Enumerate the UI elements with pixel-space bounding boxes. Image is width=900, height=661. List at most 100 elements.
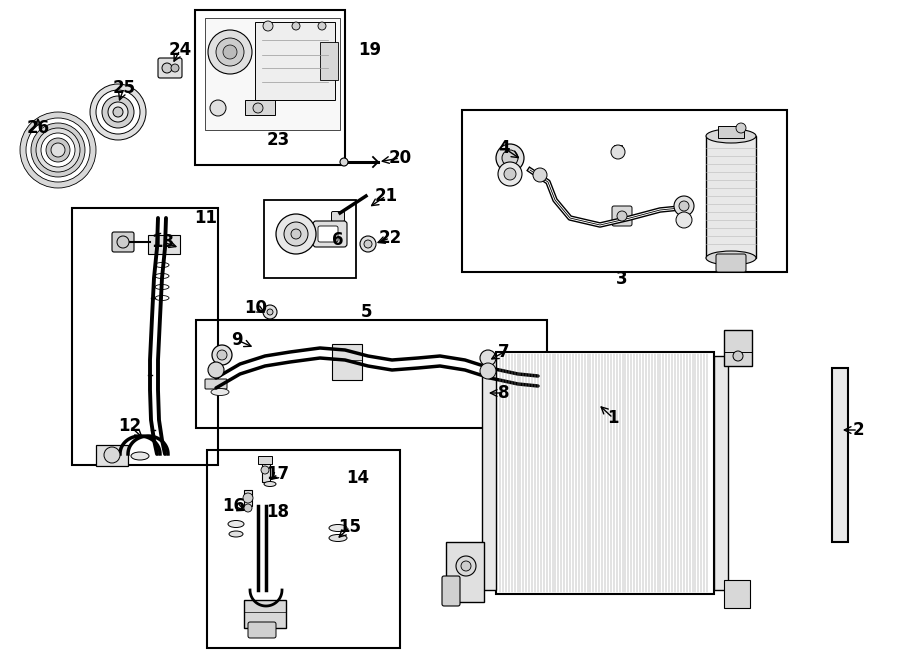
Circle shape — [292, 22, 300, 30]
Ellipse shape — [264, 481, 276, 486]
Text: 7: 7 — [499, 343, 509, 361]
Circle shape — [504, 168, 516, 180]
Bar — [482, 356, 496, 590]
Circle shape — [736, 123, 746, 133]
Circle shape — [364, 240, 372, 248]
Text: 11: 11 — [194, 209, 218, 227]
Bar — [72, 208, 218, 465]
FancyBboxPatch shape — [158, 58, 182, 78]
Bar — [724, 580, 750, 608]
Text: 26: 26 — [26, 119, 50, 137]
Bar — [244, 490, 252, 506]
Bar — [195, 10, 345, 165]
Bar — [264, 200, 356, 278]
Bar — [207, 450, 400, 648]
Text: 23: 23 — [266, 131, 290, 149]
Circle shape — [108, 102, 128, 122]
Ellipse shape — [706, 251, 756, 265]
Bar — [714, 356, 728, 590]
Circle shape — [318, 22, 326, 30]
Bar — [148, 235, 180, 254]
Ellipse shape — [131, 452, 149, 460]
Circle shape — [216, 38, 244, 66]
Ellipse shape — [706, 129, 756, 143]
Text: 13: 13 — [151, 233, 175, 251]
Text: 24: 24 — [168, 41, 192, 59]
Text: 16: 16 — [222, 497, 246, 515]
Circle shape — [611, 145, 625, 159]
FancyBboxPatch shape — [205, 379, 227, 389]
Text: 8: 8 — [499, 384, 509, 402]
Circle shape — [480, 363, 496, 379]
Circle shape — [20, 112, 96, 188]
Circle shape — [253, 103, 263, 113]
Ellipse shape — [155, 274, 169, 278]
Circle shape — [104, 447, 120, 463]
Text: 10: 10 — [245, 299, 267, 317]
Circle shape — [90, 84, 146, 140]
Bar — [832, 368, 848, 542]
Text: 2: 2 — [852, 421, 864, 439]
Circle shape — [212, 345, 232, 365]
FancyBboxPatch shape — [442, 576, 460, 606]
Circle shape — [263, 21, 273, 31]
Text: 14: 14 — [346, 469, 370, 487]
Circle shape — [480, 350, 496, 366]
FancyBboxPatch shape — [331, 212, 345, 221]
Circle shape — [46, 138, 70, 162]
Circle shape — [733, 351, 743, 361]
FancyBboxPatch shape — [112, 232, 134, 252]
Text: 19: 19 — [358, 41, 382, 59]
Text: 12: 12 — [119, 417, 141, 435]
Ellipse shape — [228, 520, 244, 527]
Text: 18: 18 — [266, 503, 290, 521]
FancyBboxPatch shape — [248, 622, 276, 638]
Circle shape — [113, 107, 123, 117]
Bar — [320, 42, 338, 80]
Circle shape — [496, 144, 524, 172]
Text: 21: 21 — [374, 187, 398, 205]
Ellipse shape — [155, 295, 169, 301]
Ellipse shape — [155, 262, 169, 268]
FancyBboxPatch shape — [612, 206, 632, 226]
Text: 9: 9 — [231, 331, 243, 349]
Bar — [614, 145, 622, 150]
Circle shape — [617, 211, 627, 221]
Circle shape — [162, 63, 172, 73]
Circle shape — [498, 162, 522, 186]
Ellipse shape — [329, 524, 347, 531]
Circle shape — [208, 30, 252, 74]
Circle shape — [676, 212, 692, 228]
Circle shape — [51, 143, 65, 157]
Circle shape — [261, 466, 269, 474]
FancyBboxPatch shape — [716, 254, 746, 272]
Circle shape — [102, 96, 134, 128]
Circle shape — [533, 168, 547, 182]
Circle shape — [674, 196, 694, 216]
Circle shape — [217, 350, 227, 360]
Text: 22: 22 — [378, 229, 401, 247]
Circle shape — [210, 100, 226, 116]
Text: 6: 6 — [332, 231, 344, 249]
Bar — [244, 600, 286, 628]
Text: 3: 3 — [616, 270, 628, 288]
Bar — [332, 344, 362, 380]
Bar — [462, 110, 787, 272]
Bar — [196, 320, 547, 428]
Circle shape — [340, 158, 348, 166]
Ellipse shape — [329, 535, 347, 541]
Ellipse shape — [155, 284, 169, 290]
Bar — [205, 18, 340, 130]
Bar — [738, 128, 745, 153]
Circle shape — [291, 229, 301, 239]
Bar — [718, 126, 744, 138]
Circle shape — [284, 222, 308, 246]
Bar — [96, 445, 128, 466]
Circle shape — [679, 201, 689, 211]
Bar — [255, 22, 335, 100]
Text: 5: 5 — [360, 303, 372, 321]
Circle shape — [26, 118, 90, 182]
Circle shape — [263, 305, 277, 319]
Circle shape — [96, 90, 140, 134]
Circle shape — [208, 362, 224, 378]
